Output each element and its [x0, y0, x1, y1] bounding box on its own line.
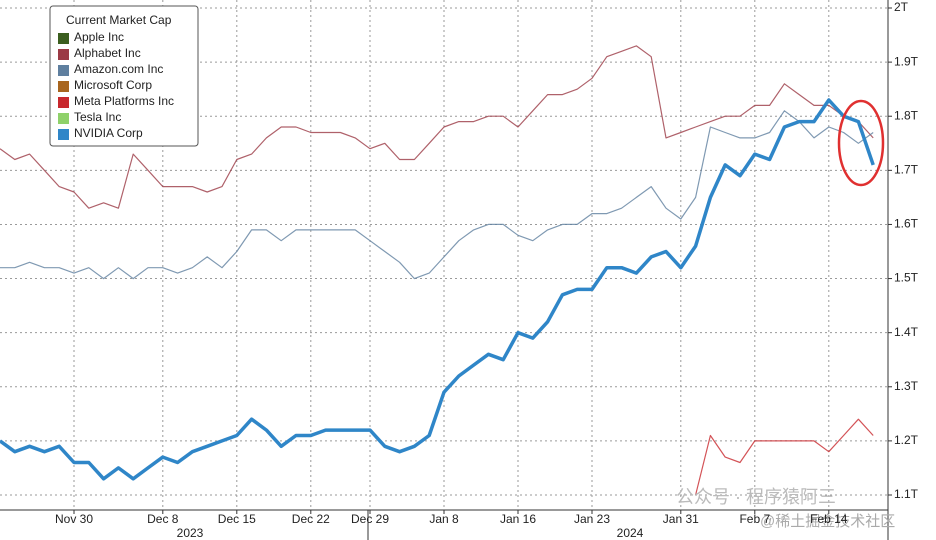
x-tick-label: Dec 29	[351, 512, 389, 526]
y-tick-label: 1.6T	[894, 217, 919, 231]
y-tick-label: 1.7T	[894, 163, 919, 177]
series-line	[0, 110, 874, 280]
lines	[0, 45, 875, 496]
y-tick-label: 1.8T	[894, 108, 919, 122]
y-tick-label: 1.4T	[894, 325, 919, 339]
legend-label: Apple Inc	[74, 30, 124, 44]
series-line	[0, 98, 875, 481]
x-tick-label: Dec 15	[218, 512, 256, 526]
series-line	[0, 45, 874, 209]
y-tick-label: 1.2T	[894, 433, 919, 447]
series-line	[695, 418, 874, 496]
y-tick-label: 2T	[894, 0, 909, 14]
x-tick-label: Jan 31	[663, 512, 699, 526]
legend-label: Alphabet Inc	[74, 46, 141, 60]
legend-label: Microsoft Corp	[74, 78, 152, 92]
x-tick-label: Jan 8	[429, 512, 459, 526]
legend-swatch	[58, 49, 69, 60]
year-label: 2023	[177, 526, 204, 540]
legend-label: Tesla Inc	[74, 110, 121, 124]
legend-title: Current Market Cap	[66, 13, 172, 27]
x-tick-label: Jan 16	[500, 512, 536, 526]
watermark: @稀土掘金技术社区	[760, 513, 895, 530]
legend-swatch	[58, 81, 69, 92]
x-tick-label: Dec 22	[292, 512, 330, 526]
x-tick-label: Nov 30	[55, 512, 93, 526]
y-tick-label: 1.1T	[894, 487, 919, 501]
legend: Current Market Cap Apple Inc Alphabet Inc…	[49, 5, 199, 147]
y-tick-label: 1.3T	[894, 379, 919, 393]
legend-label: NVIDIA Corp	[74, 126, 143, 140]
x-tick-label: Jan 23	[574, 512, 610, 526]
x-tick-label: Dec 8	[147, 512, 179, 526]
legend-swatch	[58, 113, 69, 124]
x-tick-label: Feb 7	[739, 512, 770, 526]
legend-swatch	[58, 97, 69, 108]
legend-box	[49, 5, 199, 147]
y-tick-label: 1.5T	[894, 271, 919, 285]
legend-swatch	[58, 129, 69, 140]
highlight-circle	[837, 99, 885, 187]
x-tick-label: Feb 14	[810, 512, 848, 526]
year-label: 2024	[617, 526, 644, 540]
legend-label: Meta Platforms Inc	[74, 94, 174, 108]
legend-swatch	[58, 33, 69, 44]
legend-swatch	[58, 65, 69, 76]
legend-label: Amazon.com Inc	[74, 62, 163, 76]
watermark: 公众号 · 程序猿阿三	[676, 487, 836, 507]
y-tick-label: 1.9T	[894, 54, 919, 68]
